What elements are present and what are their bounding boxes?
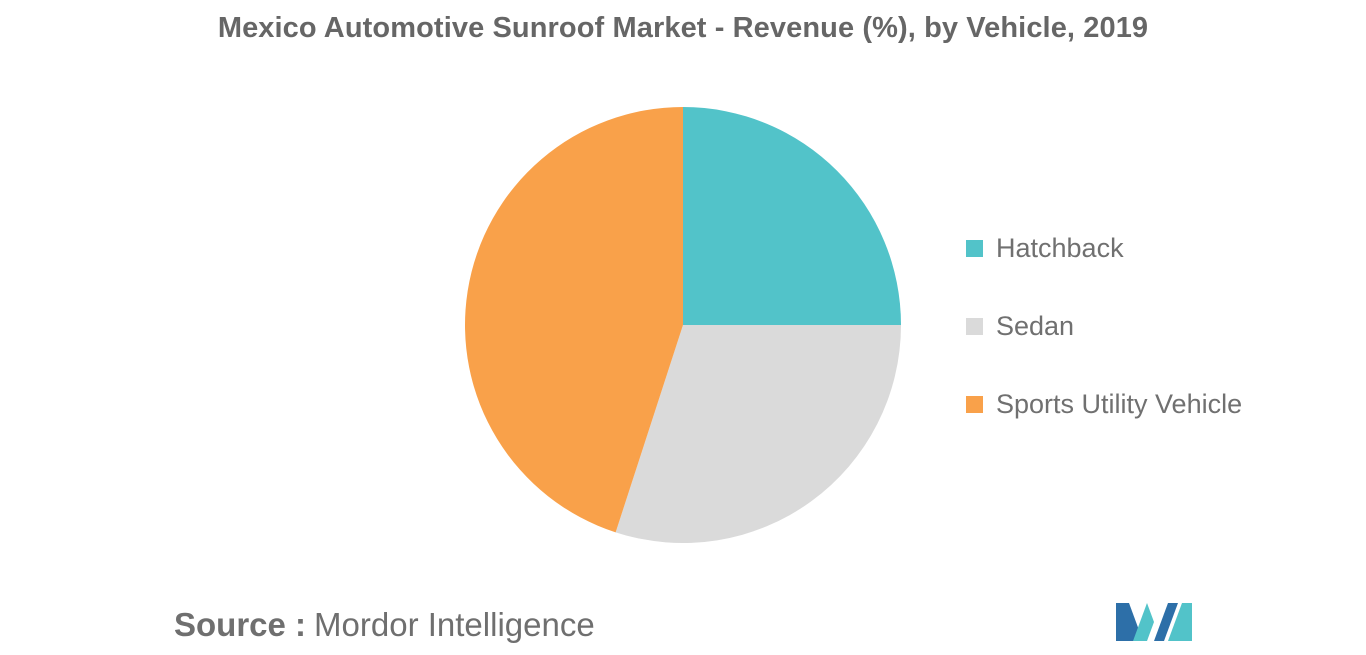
legend-swatch-suv	[966, 395, 983, 413]
legend-label-sedan: Sedan	[996, 310, 1075, 341]
legend-label-hatchback: Hatchback	[996, 232, 1124, 263]
legend-swatch-sedan	[966, 317, 983, 335]
source-note: Source : Mordor Intelligence	[174, 606, 595, 644]
source-value: Mordor Intelligence	[314, 606, 595, 643]
source-label: Source :	[174, 606, 307, 643]
chart-legend: Hatchback Sedan Sports Utility Vehicle	[966, 226, 1242, 460]
logo-mark-left	[1116, 603, 1143, 641]
pie-slice-suv	[465, 107, 683, 533]
legend-label-suv: Sports Utility Vehicle	[996, 388, 1243, 419]
logo-mark-mid-left	[1133, 603, 1154, 641]
pie-slice-sedan	[615, 325, 901, 543]
logo-mark-mid-right	[1154, 603, 1178, 641]
legend-item-suv: Sports Utility Vehicle	[966, 382, 1242, 426]
legend-swatch-hatchback	[966, 239, 983, 257]
legend-item-sedan: Sedan	[966, 304, 1242, 348]
mordor-intelligence-logo	[1116, 603, 1192, 641]
legend-item-hatchback: Hatchback	[966, 226, 1242, 270]
chart-title: Mexico Automotive Sunroof Market - Reven…	[217, 12, 1149, 44]
logo-mark-right	[1168, 603, 1192, 641]
pie-slice-hatchback	[683, 107, 901, 325]
